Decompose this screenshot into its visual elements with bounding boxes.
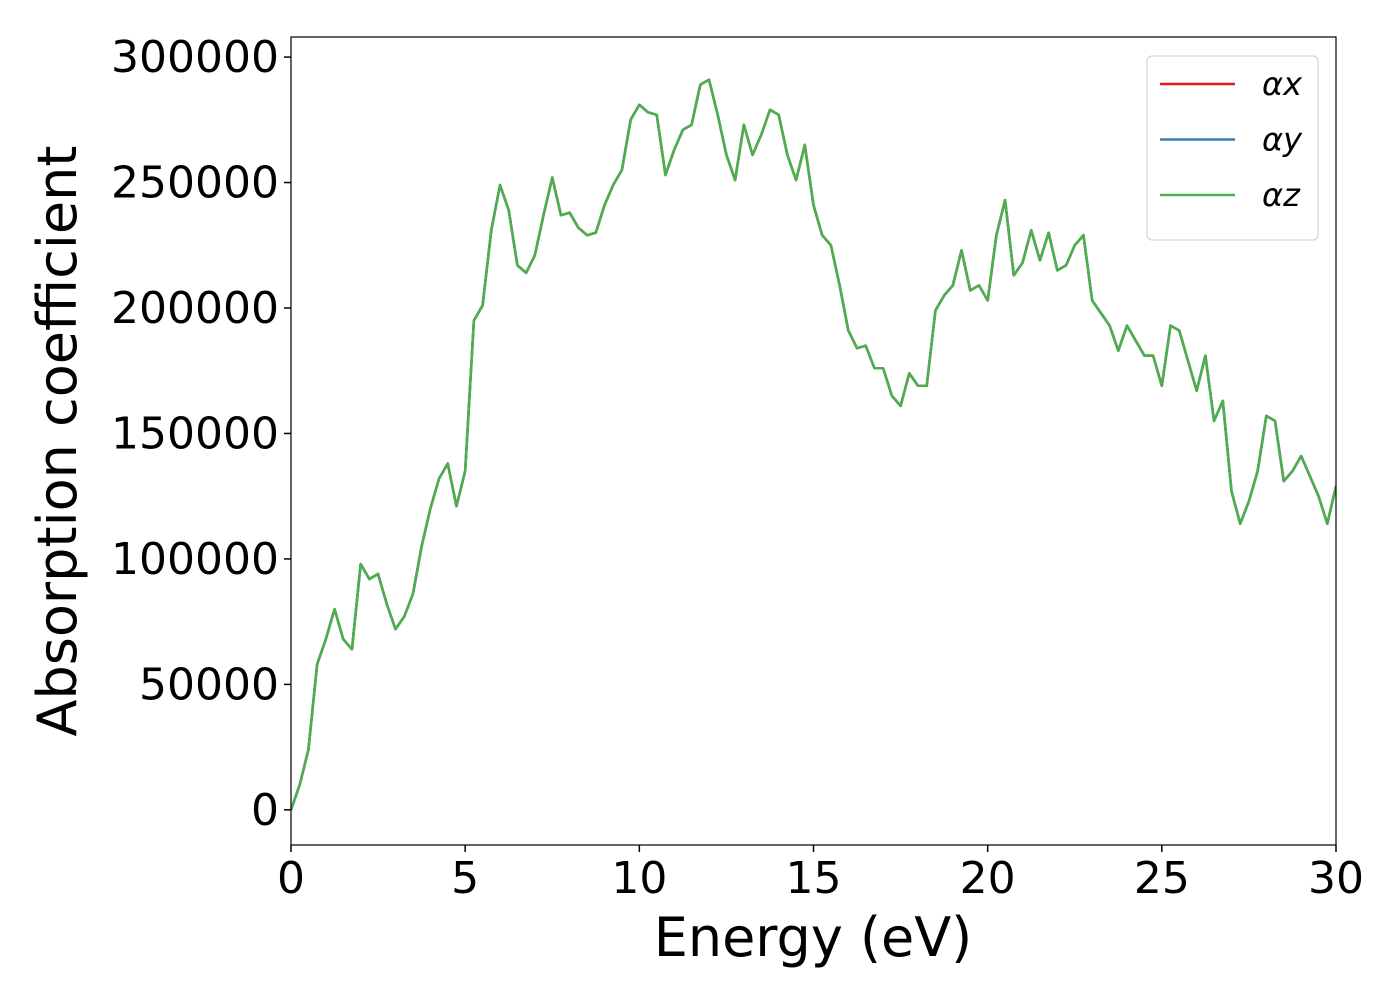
legend-label: αy bbox=[1262, 121, 1303, 159]
x-tick-label: 20 bbox=[960, 853, 1016, 904]
y-tick-label: 150000 bbox=[111, 408, 279, 459]
y-tick-label: 0 bbox=[251, 785, 279, 836]
plot-frame bbox=[290, 36, 1337, 846]
y-tick-label: 200000 bbox=[111, 283, 279, 334]
x-tick-label: 0 bbox=[277, 853, 305, 904]
y-tick-label: 50000 bbox=[139, 659, 279, 710]
x-tick-label: 30 bbox=[1308, 853, 1364, 904]
series-line bbox=[291, 78, 1336, 811]
x-tick-label: 5 bbox=[451, 853, 479, 904]
y-tick-label: 300000 bbox=[111, 32, 279, 83]
y-axis-label: Absorption coefficient bbox=[26, 146, 89, 737]
y-tick-label: 100000 bbox=[111, 534, 279, 585]
x-tick-label: 10 bbox=[611, 853, 667, 904]
x-tick-label: 25 bbox=[1134, 853, 1190, 904]
x-tick-label: 15 bbox=[786, 853, 842, 904]
x-axis-label: Energy (eV) bbox=[654, 906, 973, 969]
legend-label: αx bbox=[1262, 65, 1303, 103]
legend-label: αz bbox=[1262, 176, 1301, 214]
y-tick-label: 250000 bbox=[111, 158, 279, 209]
